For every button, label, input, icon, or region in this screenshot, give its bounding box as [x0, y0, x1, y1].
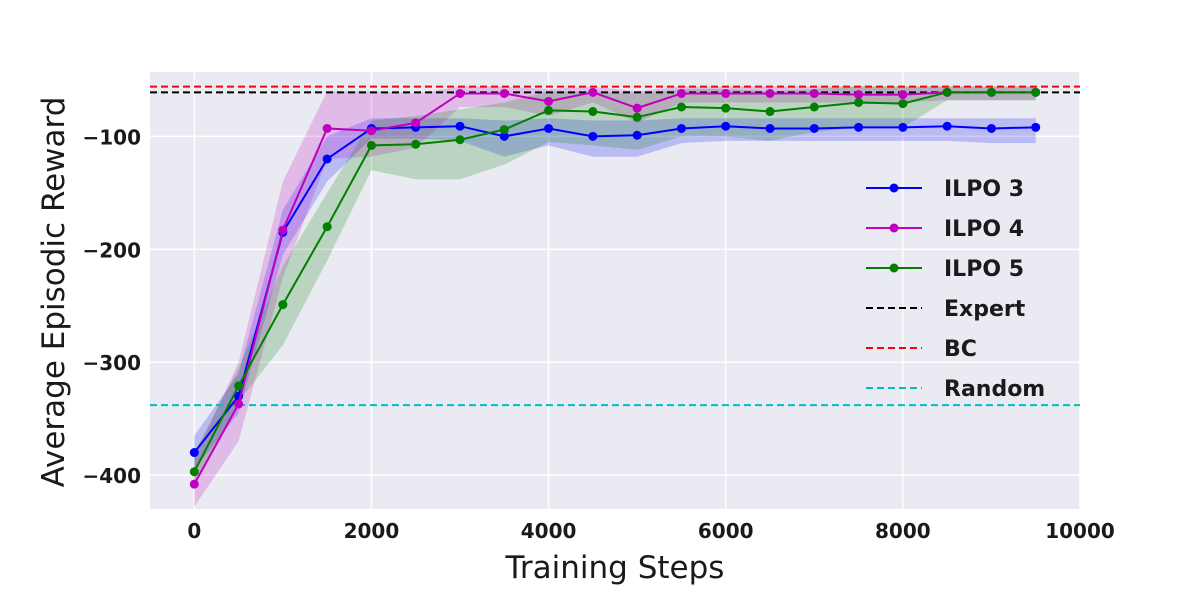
point-ilpo-4 [809, 88, 819, 98]
point-ilpo-4 [721, 88, 731, 98]
x-tick-labels: 0 2000 4000 6000 8000 10000 [187, 519, 1114, 543]
point-ilpo-3 [588, 131, 598, 141]
series-lines [189, 87, 1041, 489]
point-ilpo-3 [632, 130, 642, 140]
y-tick-labels: −400 −300 −200 −100 [82, 125, 141, 488]
point-ilpo-4 [278, 225, 288, 235]
point-ilpo-5 [234, 381, 244, 391]
point-ilpo-4 [632, 103, 642, 113]
plot-area [150, 72, 1080, 509]
x-tick-label: 0 [187, 519, 201, 543]
point-ilpo-5 [942, 87, 952, 97]
point-ilpo-3 [721, 121, 731, 131]
point-ilpo-3 [942, 121, 952, 131]
point-ilpo-3 [322, 154, 332, 164]
series-line-ilpo-4 [193, 91, 1036, 485]
point-ilpo-5 [765, 107, 775, 117]
point-ilpo-5 [676, 102, 686, 112]
point-ilpo-5 [278, 300, 288, 310]
point-ilpo-4 [234, 399, 244, 409]
point-ilpo-5 [854, 97, 864, 107]
y-tick-label: −300 [82, 351, 141, 375]
legend-marker-ilpo-3 [889, 183, 899, 193]
point-ilpo-3 [499, 131, 509, 141]
point-ilpo-3 [986, 123, 996, 133]
point-ilpo-3 [676, 123, 686, 133]
point-ilpo-5 [898, 99, 908, 109]
point-ilpo-3 [854, 122, 864, 132]
x-tick-label: 10000 [1045, 519, 1115, 543]
series-line-ilpo-3 [193, 125, 1036, 454]
point-ilpo-3 [809, 123, 819, 133]
point-ilpo-5 [1031, 87, 1041, 97]
point-ilpo-5 [322, 222, 332, 232]
legend-marker-ilpo-4 [889, 223, 899, 233]
y-tick-label: −400 [82, 464, 141, 488]
point-ilpo-4 [411, 118, 421, 128]
x-axis-label: Training Steps [505, 550, 725, 586]
point-ilpo-3 [544, 123, 554, 133]
legend-label-random: Random [944, 377, 1045, 402]
point-ilpo-4 [322, 123, 332, 133]
legend: ILPO 3 ILPO 4 ILPO 5 Expert BC Random [866, 177, 1045, 402]
series-line-ilpo-5 [193, 91, 1036, 473]
point-ilpo-4 [189, 479, 199, 489]
legend-label-expert: Expert [944, 297, 1026, 322]
point-ilpo-5 [809, 102, 819, 112]
point-ilpo-3 [1031, 122, 1041, 132]
x-tick-label: 8000 [875, 519, 931, 543]
point-ilpo-4 [854, 90, 864, 100]
point-ilpo-4 [676, 88, 686, 98]
x-tick-label: 4000 [521, 519, 577, 543]
point-ilpo-5 [189, 467, 199, 477]
baseline-lines [150, 85, 1080, 407]
point-ilpo-4 [499, 88, 509, 98]
point-ilpo-3 [455, 121, 465, 131]
y-tick-label: −100 [82, 125, 141, 149]
point-ilpo-4 [898, 90, 908, 100]
y-tick-label: −200 [82, 238, 141, 262]
y-axis-label: Average Episodic Reward [36, 97, 72, 488]
point-ilpo-4 [588, 87, 598, 97]
point-ilpo-3 [898, 122, 908, 132]
point-ilpo-5 [544, 105, 554, 115]
point-ilpo-5 [499, 125, 509, 135]
legend-label-bc: BC [944, 337, 977, 362]
x-tick-label: 6000 [698, 519, 754, 543]
point-ilpo-5 [588, 107, 598, 117]
point-ilpo-5 [986, 87, 996, 97]
legend-label-ilpo-5: ILPO 5 [944, 257, 1024, 282]
point-ilpo-5 [411, 139, 421, 149]
point-ilpo-4 [455, 88, 465, 98]
point-ilpo-5 [721, 103, 731, 113]
point-ilpo-4 [544, 96, 554, 106]
point-ilpo-5 [632, 112, 642, 122]
point-ilpo-4 [366, 126, 376, 136]
point-ilpo-3 [189, 448, 199, 458]
point-ilpo-5 [455, 135, 465, 145]
legend-label-ilpo-3: ILPO 3 [944, 177, 1024, 202]
legend-marker-ilpo-5 [889, 263, 899, 273]
point-ilpo-4 [765, 88, 775, 98]
x-tick-label: 2000 [344, 519, 400, 543]
legend-label-ilpo-4: ILPO 4 [944, 217, 1024, 242]
point-ilpo-5 [366, 140, 376, 150]
point-ilpo-3 [765, 123, 775, 133]
